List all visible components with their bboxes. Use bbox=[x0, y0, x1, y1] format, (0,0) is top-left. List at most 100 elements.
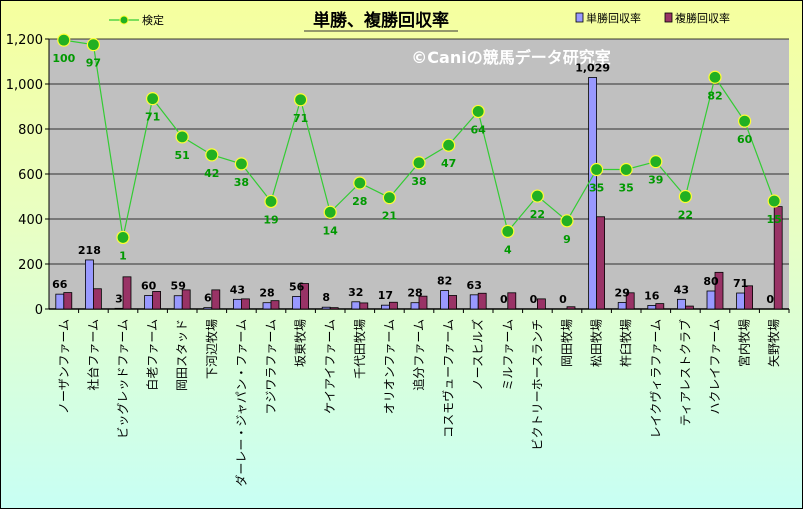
line-point bbox=[737, 114, 752, 128]
line-point bbox=[619, 162, 633, 177]
legend-line-dot bbox=[119, 15, 129, 25]
bar-fukusho bbox=[566, 306, 576, 310]
line-point bbox=[708, 70, 722, 84]
bar-fukusho bbox=[655, 303, 665, 310]
bar-data-label: 16 bbox=[644, 289, 660, 302]
line-point bbox=[146, 92, 160, 106]
line-data-label: 35 bbox=[619, 182, 634, 195]
line-data-label: 14 bbox=[323, 224, 339, 237]
legend-swatch bbox=[664, 12, 673, 23]
line-point bbox=[412, 156, 426, 170]
line-data-label: 60 bbox=[737, 133, 753, 146]
x-tick-label: 矢野牧場 bbox=[767, 319, 781, 367]
line-point bbox=[175, 130, 189, 144]
bar-data-label: 0 bbox=[766, 293, 774, 306]
line-point bbox=[530, 189, 545, 203]
bar-data-label: 0 bbox=[500, 293, 508, 306]
bar-tansho bbox=[706, 290, 716, 310]
bar-data-label: 28 bbox=[259, 287, 274, 300]
x-tick-label: 追分ファーム bbox=[411, 319, 426, 391]
y-tick-label: 800 bbox=[18, 123, 43, 138]
legend-swatch bbox=[575, 12, 584, 23]
line-data-label: 9 bbox=[563, 233, 571, 246]
bar-fukusho bbox=[211, 289, 221, 310]
bar-tansho bbox=[85, 259, 94, 310]
x-tick-label: コスモヴューファーム bbox=[441, 319, 456, 438]
bar-fukusho bbox=[685, 305, 694, 310]
bar-tansho bbox=[262, 302, 272, 310]
x-tick-label: 坂東牧場 bbox=[294, 319, 308, 367]
line-data-label: 38 bbox=[234, 176, 249, 189]
line-point bbox=[501, 224, 515, 238]
line-data-label: 38 bbox=[411, 175, 426, 188]
bar-data-label: 28 bbox=[407, 287, 422, 300]
bar-fukusho bbox=[270, 300, 280, 310]
line-data-label: 47 bbox=[441, 157, 456, 170]
bar-tansho bbox=[469, 294, 479, 310]
bar-data-label: 63 bbox=[467, 279, 482, 292]
x-tick-label: オリオンファーム bbox=[382, 319, 396, 414]
line-point bbox=[86, 38, 101, 52]
x-tick-label: 杵臼牧場 bbox=[618, 319, 633, 367]
bar-tansho bbox=[55, 293, 65, 310]
bar-tansho bbox=[440, 290, 450, 310]
line-point bbox=[442, 138, 456, 152]
bar-data-label: 32 bbox=[348, 286, 363, 299]
line-point bbox=[589, 162, 604, 177]
y-tick-label: 0 bbox=[35, 303, 43, 318]
bar-fukusho bbox=[773, 206, 783, 310]
bar-fukusho bbox=[537, 298, 546, 310]
line-data-label: 71 bbox=[145, 111, 160, 124]
x-tick-label: 松田牧場 bbox=[590, 319, 604, 367]
y-tick-label: 1,000 bbox=[6, 78, 43, 93]
bar-fukusho bbox=[744, 285, 753, 310]
line-data-label: 28 bbox=[352, 195, 367, 208]
line-data-label: 97 bbox=[86, 57, 101, 70]
bar-data-label: 29 bbox=[615, 286, 630, 299]
bar-fukusho bbox=[625, 292, 635, 310]
line-data-label: 42 bbox=[204, 167, 219, 180]
legend-label: 検定 bbox=[142, 13, 164, 27]
bar-tansho bbox=[114, 307, 124, 310]
bar-data-label: 82 bbox=[437, 275, 452, 288]
line-data-label: 100 bbox=[52, 52, 75, 65]
line-data-label: 1 bbox=[119, 249, 127, 262]
bar-fukusho bbox=[63, 292, 73, 310]
x-tick-label: レイクヴィラファーム bbox=[648, 319, 663, 438]
bar-data-label: 59 bbox=[171, 280, 186, 293]
bar-data-label: 60 bbox=[141, 280, 157, 293]
line-data-label: 51 bbox=[175, 149, 190, 162]
bar-data-label: 66 bbox=[52, 278, 68, 291]
x-tick-label: ダーレー・ジャパン・ファーム bbox=[233, 319, 248, 487]
legend: 検定 単勝回収率 複勝回収率 bbox=[109, 11, 730, 27]
bar-fukusho bbox=[359, 302, 369, 310]
y-tick-label: 400 bbox=[18, 213, 43, 228]
bar-fukusho bbox=[507, 292, 517, 310]
bar-fukusho bbox=[181, 289, 191, 310]
line-data-label: 22 bbox=[530, 208, 545, 221]
bar-data-label: 218 bbox=[78, 244, 101, 257]
x-tick-label: ミルファーム bbox=[501, 319, 515, 391]
bar-tansho bbox=[321, 306, 331, 310]
bar-tansho bbox=[292, 295, 302, 310]
bar-data-label: 71 bbox=[733, 277, 748, 290]
bar-data-label: 6 bbox=[204, 292, 212, 305]
x-tick-label: フジワラファーム bbox=[264, 319, 278, 415]
bar-data-label: 1,029 bbox=[575, 61, 610, 74]
line-point bbox=[57, 33, 71, 47]
line-point bbox=[323, 205, 337, 219]
bar-fukusho bbox=[714, 271, 724, 310]
bar-tansho bbox=[588, 77, 597, 310]
line-point bbox=[471, 104, 485, 119]
y-tick-label: 1,200 bbox=[6, 33, 43, 48]
bar-tansho bbox=[381, 304, 390, 310]
line-point bbox=[649, 155, 663, 169]
bar-tansho bbox=[677, 298, 686, 310]
x-tick-label: 千代田牧場 bbox=[353, 319, 367, 379]
line-data-label: 22 bbox=[678, 209, 693, 222]
bar-data-label: 17 bbox=[378, 289, 393, 302]
line-data-label: 15 bbox=[767, 213, 782, 226]
bar-data-label: 3 bbox=[115, 292, 123, 305]
bar-tansho bbox=[410, 302, 420, 310]
